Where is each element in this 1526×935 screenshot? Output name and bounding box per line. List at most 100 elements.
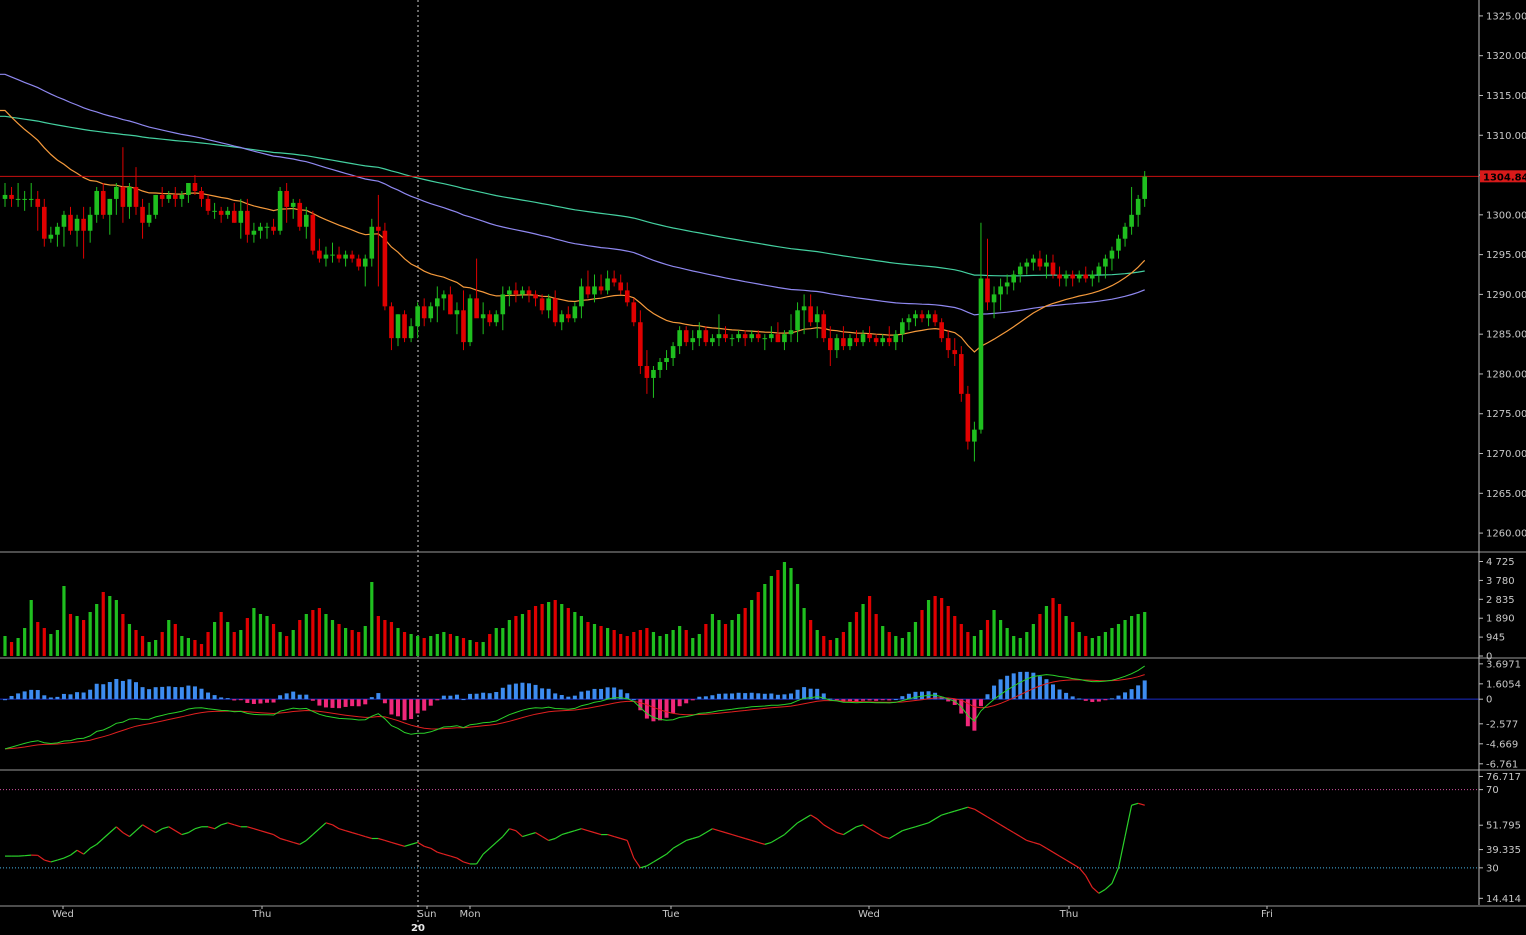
candle-body <box>834 338 840 351</box>
rsi-segment <box>102 832 111 839</box>
rsi-segment <box>456 857 464 863</box>
volume-bar <box>763 584 767 656</box>
volume-bar <box>3 636 7 656</box>
rsi-segment <box>188 828 196 834</box>
rsi-segment <box>731 834 739 838</box>
rsi-segment <box>253 828 261 832</box>
volume-bar <box>710 614 714 656</box>
macd-histogram-bar <box>134 682 138 700</box>
macd-histogram-bar <box>572 695 577 700</box>
candle-body <box>323 254 329 259</box>
rsi-segment <box>967 806 975 810</box>
volume-bar <box>730 620 734 656</box>
candle-body <box>952 350 958 355</box>
macd-histogram-bar <box>474 693 479 700</box>
volume-bar <box>416 636 420 656</box>
candle-body <box>441 294 447 299</box>
macd-histogram-bar <box>88 689 93 700</box>
rsi-segment <box>174 830 183 836</box>
volume-bar <box>651 632 656 656</box>
macd-histogram-bar <box>422 699 427 711</box>
rsi-segment <box>1039 843 1047 849</box>
candle-body <box>1037 258 1043 267</box>
candle-body <box>28 198 34 200</box>
candle-body <box>919 314 925 319</box>
volume-bar <box>180 636 184 656</box>
rsi-segment <box>672 843 680 849</box>
volume-bar <box>226 622 230 656</box>
rsi-segment <box>410 841 418 845</box>
candle-body <box>1090 274 1095 279</box>
rsi-segment <box>437 851 445 855</box>
candle-body <box>408 326 414 339</box>
macd-histogram-bar <box>998 679 1003 700</box>
candle-body <box>775 334 781 343</box>
rsi-segment <box>463 861 471 865</box>
macd-histogram-bar <box>55 696 60 700</box>
price-tick-label: 1300.00 <box>1486 210 1526 221</box>
volume-bar <box>697 634 701 656</box>
volume-bar <box>789 568 793 656</box>
candle-body <box>1057 274 1062 279</box>
candle-body <box>192 183 198 191</box>
candle-body <box>624 290 630 303</box>
macd-histogram-bar <box>179 687 184 700</box>
rsi-segment <box>574 828 582 832</box>
rsi-segment <box>816 818 825 826</box>
macd-histogram-bar <box>992 685 997 700</box>
candle-body <box>513 290 519 295</box>
volume-bar <box>992 610 996 656</box>
macd-histogram-bar <box>258 699 263 704</box>
volume-bar <box>933 596 937 656</box>
volume-bar <box>514 616 518 656</box>
volume-bar <box>324 614 328 656</box>
price-tick-label: 1315.00 <box>1486 91 1526 102</box>
candle-body <box>448 294 453 315</box>
volume-bar <box>815 630 819 656</box>
candle-body <box>153 194 158 215</box>
volume-bar <box>455 636 459 656</box>
macd-histogram-bar <box>900 696 905 700</box>
volume-bar <box>252 608 256 656</box>
rsi-segment <box>961 806 969 810</box>
rsi-segment <box>1052 851 1060 857</box>
candle-body <box>618 282 623 291</box>
rsi-segment <box>443 853 451 857</box>
candle-body <box>343 254 348 259</box>
rsi-segment <box>928 818 936 824</box>
rsi-segment <box>875 832 884 838</box>
candle-body <box>657 362 663 370</box>
rsi-segment <box>633 857 641 869</box>
volume-bar <box>900 638 904 656</box>
rsi-segment <box>96 838 104 845</box>
candle-body <box>978 278 984 430</box>
volume-bar <box>475 642 479 656</box>
rsi-tick-label: 39.335 <box>1486 845 1521 856</box>
macd-histogram-bar <box>219 697 224 700</box>
rsi-segment <box>247 826 255 830</box>
macd-histogram-bar <box>29 689 34 700</box>
macd-histogram-bar <box>769 693 774 700</box>
volume-bar <box>894 636 898 656</box>
volume-bar <box>154 640 158 656</box>
day-label: Fri <box>1261 909 1273 920</box>
volume-bar <box>88 612 92 656</box>
rsi-segment <box>954 808 962 812</box>
rsi-tick-label: 30 <box>1486 863 1499 874</box>
candle-body <box>552 298 558 323</box>
macd-histogram-bar <box>651 699 656 722</box>
volume-bar <box>920 610 924 656</box>
rsi-segment <box>214 824 222 830</box>
macd-histogram-bar <box>238 699 243 701</box>
time-axis: Wed Thu Sun Mon Tue Wed Thu Fri 20 <box>52 906 1273 934</box>
volume-bar <box>848 622 852 656</box>
candle-body <box>749 334 754 339</box>
volume-bar <box>560 604 564 656</box>
volume-bar <box>49 634 53 656</box>
candle-body <box>264 226 270 228</box>
rsi-segment <box>129 830 137 837</box>
macd-histogram-bar <box>1123 692 1128 700</box>
volume-bar <box>769 576 773 656</box>
macd-histogram-bar <box>867 699 872 701</box>
